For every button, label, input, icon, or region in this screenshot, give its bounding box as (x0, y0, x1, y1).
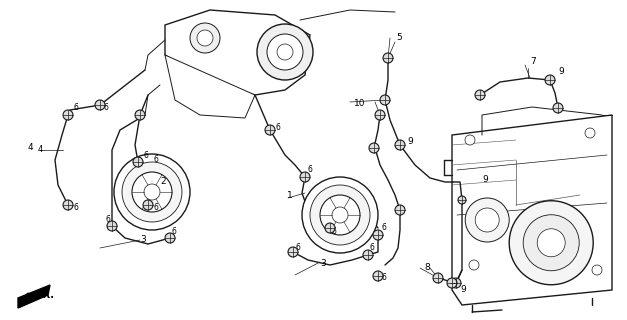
Circle shape (523, 215, 579, 271)
Circle shape (107, 221, 117, 231)
Text: 4: 4 (38, 146, 43, 155)
Circle shape (537, 229, 565, 257)
Text: 6: 6 (275, 123, 280, 132)
Circle shape (135, 110, 145, 120)
Text: 6: 6 (153, 156, 158, 164)
Text: 6: 6 (382, 223, 387, 233)
Text: 3: 3 (320, 259, 326, 268)
Circle shape (395, 205, 405, 215)
Polygon shape (165, 10, 310, 95)
Circle shape (380, 95, 390, 105)
Circle shape (257, 24, 313, 80)
Text: 8: 8 (424, 263, 429, 273)
Text: 9: 9 (460, 285, 466, 294)
Text: 6: 6 (143, 150, 148, 159)
Text: 6: 6 (73, 103, 78, 113)
Text: 6: 6 (308, 165, 313, 174)
Text: 6: 6 (153, 204, 158, 212)
Circle shape (197, 30, 213, 46)
Circle shape (585, 128, 595, 138)
Text: 9: 9 (558, 68, 564, 76)
Text: 6: 6 (370, 244, 375, 252)
Circle shape (320, 195, 360, 235)
Circle shape (133, 157, 143, 167)
Circle shape (375, 110, 385, 120)
Circle shape (475, 208, 499, 232)
Text: 2: 2 (160, 178, 166, 187)
Text: 6: 6 (103, 103, 108, 113)
Circle shape (433, 273, 443, 283)
Text: 1: 1 (287, 191, 293, 201)
Text: 4: 4 (28, 143, 34, 153)
Circle shape (325, 223, 335, 233)
Circle shape (143, 200, 153, 210)
Circle shape (447, 278, 457, 288)
Text: FR.: FR. (36, 290, 54, 300)
Circle shape (190, 23, 220, 53)
Circle shape (465, 198, 509, 242)
Text: 5: 5 (396, 34, 402, 43)
Text: 6: 6 (382, 274, 387, 283)
Circle shape (465, 135, 475, 145)
Circle shape (63, 110, 73, 120)
Circle shape (383, 53, 393, 63)
Circle shape (165, 233, 175, 243)
Polygon shape (452, 115, 612, 305)
Circle shape (469, 260, 479, 270)
Circle shape (475, 90, 485, 100)
Circle shape (373, 230, 383, 240)
Circle shape (288, 247, 298, 257)
Polygon shape (18, 285, 50, 308)
Circle shape (265, 125, 275, 135)
Text: 6: 6 (73, 204, 78, 212)
Circle shape (592, 265, 602, 275)
Text: 6: 6 (172, 228, 177, 236)
Circle shape (458, 196, 466, 204)
Circle shape (95, 100, 105, 110)
Circle shape (545, 75, 555, 85)
Circle shape (122, 162, 182, 222)
Text: 10: 10 (354, 100, 366, 108)
Circle shape (369, 143, 379, 153)
Circle shape (451, 278, 461, 288)
Circle shape (363, 250, 373, 260)
Text: 9: 9 (482, 175, 488, 185)
Circle shape (310, 185, 370, 245)
Circle shape (373, 271, 383, 281)
Circle shape (144, 184, 160, 200)
Text: 7: 7 (530, 58, 535, 67)
Circle shape (300, 172, 310, 182)
Polygon shape (165, 55, 255, 118)
Circle shape (63, 200, 73, 210)
Circle shape (302, 177, 378, 253)
Text: 3: 3 (140, 236, 145, 244)
Text: 6: 6 (295, 244, 300, 252)
Text: 6: 6 (332, 228, 337, 236)
Circle shape (553, 103, 563, 113)
Circle shape (114, 154, 190, 230)
Circle shape (267, 34, 303, 70)
Circle shape (132, 172, 172, 212)
Circle shape (509, 201, 593, 285)
Circle shape (395, 140, 405, 150)
Text: 9: 9 (407, 138, 413, 147)
Circle shape (277, 44, 293, 60)
Text: 6: 6 (105, 215, 110, 225)
Circle shape (332, 207, 348, 223)
